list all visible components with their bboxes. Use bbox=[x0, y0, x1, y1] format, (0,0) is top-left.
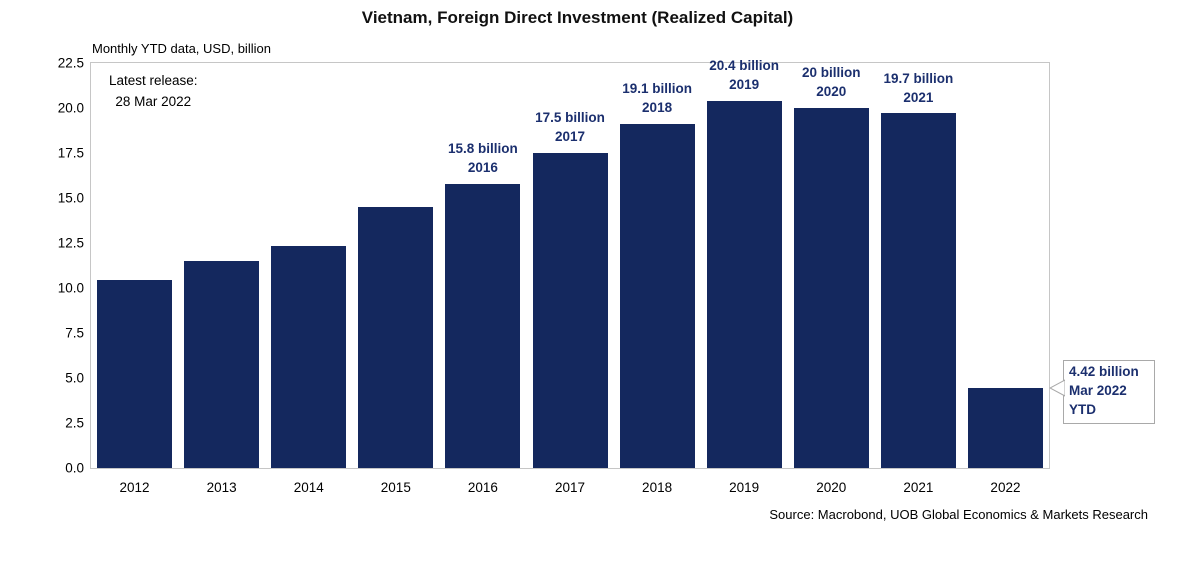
callout-arrow-icon bbox=[1049, 379, 1065, 397]
bar-value-label-line: 17.5 billion bbox=[535, 110, 605, 126]
bar-2017 bbox=[532, 153, 608, 468]
bar-value-label-2020: 20 billion 2020 bbox=[771, 64, 891, 102]
annotation-line: Latest release: bbox=[109, 73, 198, 88]
bar-value-label-line: 2021 bbox=[903, 89, 934, 105]
bar-value-label-line: 19.1 billion bbox=[622, 81, 692, 97]
bar-value-label-line: 19.7 billion bbox=[883, 70, 954, 86]
callout-box: 4.42 billion Mar 2022 YTD bbox=[1063, 360, 1155, 424]
source-credit: Source: Macrobond, UOB Global Economics … bbox=[769, 507, 1148, 522]
y-axis-tick-label: 17.5 bbox=[57, 145, 84, 161]
y-axis-tick-label: 2.5 bbox=[65, 415, 84, 431]
chart-title: Vietnam, Foreign Direct Investment (Real… bbox=[361, 8, 794, 27]
x-axis: 2012 2013 2014 2015 2016 2017 2018 2019 2020 2021… bbox=[91, 476, 1049, 500]
bar-2021 bbox=[880, 113, 956, 468]
y-axis-tick-label: 12.5 bbox=[57, 235, 84, 251]
bar-value-label-line: 2018 bbox=[642, 100, 673, 116]
bar-value-label-line: 2017 bbox=[554, 129, 586, 145]
y-axis-tick-label: 7.5 bbox=[65, 325, 84, 341]
annotation-line: 28 Mar 2022 bbox=[115, 93, 192, 109]
y-axis-tick-label: 20.0 bbox=[57, 100, 84, 116]
x-axis-tick-label: 2015 bbox=[380, 480, 411, 495]
y-axis-tick-label: 0.0 bbox=[65, 460, 84, 476]
x-axis-tick-label: 2012 bbox=[119, 480, 150, 495]
x-axis-tick-label: 2013 bbox=[206, 480, 237, 495]
x-axis-tick-label: 2022 bbox=[990, 480, 1021, 495]
y-axis-tick-label: 22.5 bbox=[57, 55, 84, 71]
bar-2014 bbox=[271, 245, 347, 468]
bar-value-label-2021: 19.7 billion 2021 bbox=[858, 70, 978, 108]
bar-value-label-line: 2016 bbox=[467, 159, 498, 175]
bar-value-label-line: 2019 bbox=[729, 76, 760, 92]
x-axis-tick-label: 2014 bbox=[293, 480, 324, 495]
bar-2013 bbox=[184, 261, 260, 468]
y-axis: 0.0 2.5 5.0 7.5 10.0 12.5 15.0 17.5 20.0 22.5 bbox=[0, 56, 84, 476]
x-axis-tick-label: 2017 bbox=[554, 480, 586, 495]
y-axis-tick-label: 15.0 bbox=[57, 190, 84, 206]
bar-2022 bbox=[967, 388, 1043, 468]
bar-2020 bbox=[793, 108, 869, 468]
bar-2012 bbox=[97, 279, 173, 468]
bar-value-label-2018: 19.1 billion 2018 bbox=[597, 80, 717, 118]
bar-2019 bbox=[706, 100, 782, 468]
x-axis-tick-label: 2021 bbox=[903, 480, 934, 495]
bar-value-label-2017: 17.5 billion 2017 bbox=[510, 109, 630, 147]
bar-value-label-line: 15.8 billion bbox=[448, 140, 518, 156]
x-axis-tick-label: 2020 bbox=[816, 480, 847, 495]
callout-line: Mar 2022 bbox=[1069, 382, 1127, 398]
latest-release-annotation: Latest release: 28 Mar 2022 bbox=[109, 71, 198, 113]
bar-value-label-2016: 15.8 billion 2016 bbox=[423, 140, 543, 178]
bar-2015 bbox=[358, 207, 434, 468]
bar-value-label-line: 20.4 billion bbox=[709, 58, 780, 74]
bar-value-label-line: 20 billion bbox=[802, 65, 861, 81]
callout-line: 4.42 billion bbox=[1069, 364, 1139, 379]
bar-2018 bbox=[619, 124, 695, 468]
chart-subtitle: Monthly YTD data, USD, billion bbox=[92, 41, 271, 56]
x-axis-tick-label: 2018 bbox=[642, 480, 673, 495]
y-axis-tick-label: 10.0 bbox=[57, 280, 84, 296]
bar-2016 bbox=[445, 183, 521, 468]
plot-area: Latest release: 28 Mar 2022 15.8 billion… bbox=[90, 58, 1050, 469]
bar-value-label-2019: 20.4 billion 2019 bbox=[684, 57, 804, 95]
x-axis-tick-label: 2019 bbox=[729, 480, 760, 495]
x-axis-tick-label: 2016 bbox=[467, 480, 498, 495]
y-axis-tick-label: 5.0 bbox=[65, 370, 84, 386]
callout-line: YTD bbox=[1069, 401, 1096, 417]
bar-value-label-line: 2020 bbox=[816, 84, 847, 100]
